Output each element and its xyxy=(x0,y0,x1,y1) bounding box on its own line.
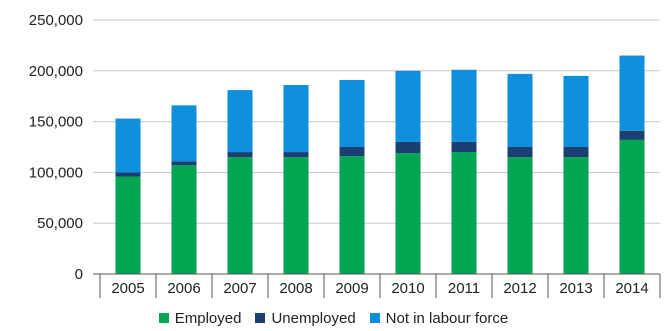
x-tick-label: 2011 xyxy=(448,280,480,297)
legend-label-employed: Employed xyxy=(174,309,242,327)
y-tick-label: 0 xyxy=(75,266,83,283)
x-tick-label: 2014 xyxy=(615,280,648,297)
x-tick-label: 2012 xyxy=(503,280,536,297)
bar-segment-unemployed xyxy=(507,147,533,158)
bar-segment-unemployed xyxy=(227,152,253,158)
legend-swatch-not-in-labour-force xyxy=(369,313,380,323)
bars xyxy=(115,55,645,274)
x-tick-label: 2010 xyxy=(391,280,424,297)
stacked-bar-chart: 0 50,000 100,000 150,000 200,000 250,000 2005… xyxy=(29,12,661,298)
bar-segment-not-in-labour-force xyxy=(451,69,477,142)
legend: Employed Unemployed Not in labour force xyxy=(0,307,667,329)
bar-segment-not-in-labour-force xyxy=(339,79,365,147)
x-tick-label: 2013 xyxy=(559,280,592,297)
bar-segment-not-in-labour-force xyxy=(563,75,589,147)
legend-item-not-in-labour-force: Not in labour force xyxy=(369,309,509,327)
bar-segment-not-in-labour-force xyxy=(283,85,309,153)
bar-segment-not-in-labour-force xyxy=(171,105,197,162)
x-axis-tick-labels: 2005 2006 2007 2008 2009 2010 2011 2012 2013 2014 xyxy=(111,280,648,297)
x-axis xyxy=(93,273,661,298)
legend-swatch-unemployed xyxy=(255,313,266,323)
y-tick-label: 250,000 xyxy=(29,12,83,29)
bar-segment-not-in-labour-force xyxy=(395,70,421,142)
bar-segment-unemployed xyxy=(451,141,477,153)
legend-item-employed: Employed xyxy=(158,309,242,327)
y-tick-label: 100,000 xyxy=(29,164,83,181)
x-tick-label: 2006 xyxy=(167,280,200,297)
bar-segment-unemployed xyxy=(339,147,365,157)
y-axis-tick-labels: 0 50,000 100,000 150,000 200,000 250,000 xyxy=(29,12,83,283)
bar-segment-not-in-labour-force xyxy=(507,73,533,147)
bar-segment-employed xyxy=(283,157,309,274)
x-tick-label: 2009 xyxy=(335,280,368,297)
x-tick-label: 2005 xyxy=(111,280,144,297)
x-tick-label: 2008 xyxy=(279,280,312,297)
bar-segment-unemployed xyxy=(283,152,309,158)
legend-item-unemployed: Unemployed xyxy=(255,309,356,327)
bar-segment-unemployed xyxy=(171,161,197,166)
bar-segment-unemployed xyxy=(115,172,141,177)
bar-segment-employed xyxy=(507,157,533,274)
bar-segment-unemployed xyxy=(395,141,421,154)
bar-segment-employed xyxy=(339,156,365,274)
bar-segment-not-in-labour-force xyxy=(115,118,141,173)
y-tick-label: 200,000 xyxy=(29,63,83,80)
bar-segment-employed xyxy=(563,157,589,274)
bar-segment-employed xyxy=(451,152,477,274)
bar-segment-unemployed xyxy=(619,130,645,140)
bar-segment-unemployed xyxy=(563,147,589,158)
bar-segment-employed xyxy=(115,176,141,274)
bar-segment-not-in-labour-force xyxy=(619,55,645,131)
bar-segment-employed xyxy=(395,153,421,274)
x-tick-label: 2007 xyxy=(223,280,256,297)
legend-label-unemployed: Unemployed xyxy=(271,309,356,327)
bar-segment-employed xyxy=(619,139,645,274)
y-tick-label: 150,000 xyxy=(29,114,83,131)
bar-segment-employed xyxy=(171,165,197,274)
y-tick-label: 50,000 xyxy=(37,215,83,232)
bar-segment-not-in-labour-force xyxy=(227,90,253,153)
bar-segment-employed xyxy=(227,157,253,274)
legend-label-not-in-labour-force: Not in labour force xyxy=(385,309,509,327)
legend-swatch-employed xyxy=(158,313,169,323)
